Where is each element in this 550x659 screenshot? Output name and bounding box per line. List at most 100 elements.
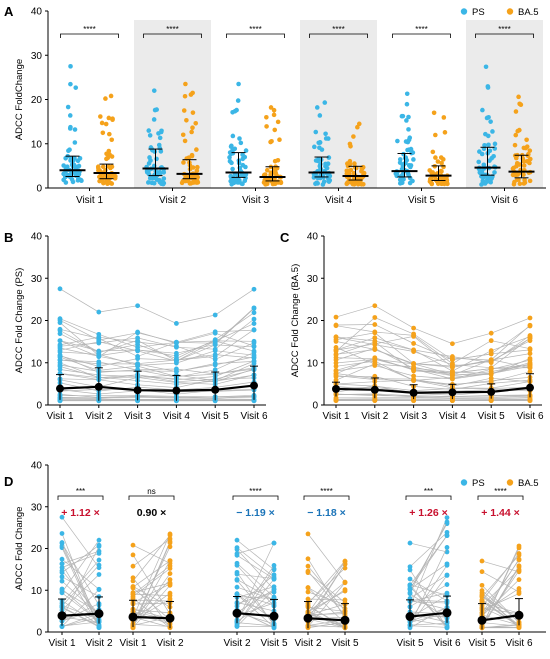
data-point — [444, 620, 450, 626]
data-point — [400, 163, 406, 169]
data-point — [96, 551, 102, 556]
data-point — [234, 584, 240, 590]
subject-line — [61, 539, 100, 593]
data-point — [96, 354, 102, 360]
data-point — [411, 347, 416, 353]
data-point — [485, 85, 491, 90]
subject-line — [335, 337, 531, 369]
data-point — [167, 544, 173, 550]
data-point — [317, 113, 323, 118]
data-point — [484, 179, 490, 184]
data-point — [212, 348, 218, 354]
subject-line — [335, 357, 531, 375]
data-point — [333, 373, 339, 378]
subject-line — [236, 598, 275, 622]
subject-line — [336, 397, 531, 400]
significance-label: **** — [332, 25, 344, 34]
data-point — [112, 176, 118, 181]
data-point — [333, 335, 339, 340]
data-point — [322, 100, 328, 105]
subject-line — [132, 535, 171, 582]
subject-line — [335, 335, 531, 363]
subject-line — [61, 589, 100, 614]
data-point — [404, 91, 410, 97]
data-point — [527, 315, 533, 321]
data-point — [372, 345, 378, 351]
data-point — [68, 158, 73, 163]
subject-line — [481, 571, 520, 593]
subject-line — [59, 374, 255, 388]
data-point — [135, 362, 141, 368]
subject-line — [409, 584, 448, 607]
mean-point — [56, 384, 64, 393]
data-point — [516, 545, 522, 551]
panel-d-y-tick-label: 30 — [31, 502, 43, 513]
data-point — [261, 180, 267, 185]
data-point — [372, 358, 378, 364]
data-point — [167, 536, 173, 542]
data-point — [372, 335, 378, 341]
data-point — [251, 344, 257, 350]
significance-label: **** — [83, 25, 95, 34]
subject-line — [335, 341, 531, 374]
data-point — [429, 181, 435, 187]
data-point — [130, 625, 136, 631]
data-point — [305, 531, 311, 537]
mean-point — [405, 612, 415, 622]
data-point — [516, 586, 522, 591]
subject-line — [132, 598, 171, 629]
data-point — [527, 363, 533, 369]
data-point — [488, 338, 494, 344]
subject-line — [59, 398, 255, 400]
data-point — [156, 131, 161, 136]
panel-label-c: C — [280, 230, 290, 245]
subject-line — [236, 542, 275, 554]
data-point — [450, 397, 455, 403]
data-point — [59, 574, 65, 580]
panel-d-legend-marker — [460, 479, 468, 486]
data-point — [488, 397, 494, 403]
data-point — [234, 571, 240, 577]
subject-line — [335, 379, 531, 389]
subject-line — [307, 618, 346, 629]
data-point — [232, 146, 238, 152]
data-point — [59, 587, 65, 593]
subject-line — [236, 542, 275, 622]
data-point — [189, 152, 195, 158]
data-point — [72, 140, 78, 145]
data-point — [96, 168, 101, 173]
panel-a-x-tick-label: Visit 1 — [76, 195, 103, 206]
data-point — [135, 303, 141, 309]
data-point — [355, 124, 360, 130]
x-tick-label: Visit 5 — [396, 638, 423, 649]
data-point — [408, 164, 413, 170]
subject-line — [132, 579, 171, 619]
data-point — [372, 339, 378, 345]
panel-a-legend-marker — [460, 8, 468, 15]
x-tick-label: Visit 6 — [240, 411, 267, 422]
data-point — [271, 540, 277, 546]
data-point — [342, 597, 348, 603]
data-point — [277, 137, 282, 143]
data-point — [72, 155, 77, 161]
data-point — [234, 562, 240, 568]
data-point — [351, 181, 357, 187]
data-point — [305, 589, 311, 595]
subject-line — [61, 516, 100, 568]
data-point — [96, 337, 102, 343]
data-point — [57, 360, 63, 366]
subject-line — [409, 521, 448, 593]
data-point — [96, 562, 102, 568]
data-point — [161, 170, 167, 175]
data-point — [479, 182, 484, 187]
panel-b-y-tick-label: 10 — [31, 358, 43, 369]
data-point — [314, 180, 319, 186]
significance-bracket — [226, 33, 285, 38]
data-point — [174, 339, 179, 345]
panel-d-y-tick-label: 0 — [36, 628, 42, 639]
mean-point — [477, 615, 487, 625]
mean-line — [132, 615, 171, 620]
data-point — [272, 158, 278, 164]
data-point — [234, 537, 240, 543]
data-point — [488, 378, 494, 384]
